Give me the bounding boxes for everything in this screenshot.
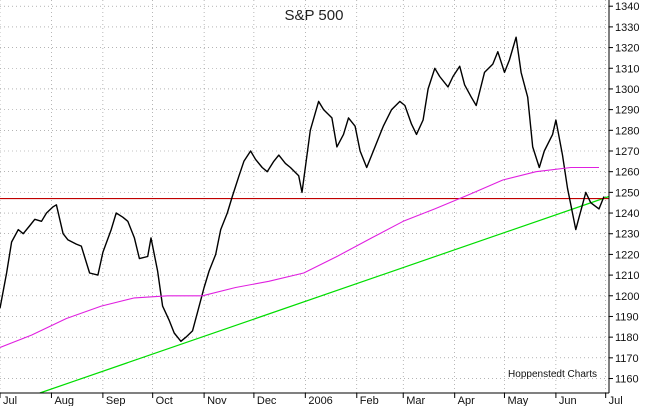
y-axis-ticks: 1160 1170 1180 1190 1200 1210 1220 1230 1240 1250…	[609, 1, 639, 386]
plot-area	[0, 36, 610, 394]
x-tick-label: Mar	[406, 395, 425, 406]
y-tick-label: 1270	[615, 146, 639, 158]
x-tick-label: Apr	[458, 395, 475, 406]
x-tick-label: Oct	[156, 395, 173, 406]
x-tick-label: Nov	[207, 395, 227, 406]
x-tick-label: Sep	[106, 395, 126, 406]
y-tick-label: 1300	[615, 84, 639, 96]
chart-credit: Hoppenstedt Charts	[508, 369, 597, 380]
x-tick-label: May	[507, 395, 528, 406]
y-tick-label: 1210	[615, 270, 639, 282]
x-tick-label: Jul	[609, 395, 623, 406]
x-tick-label: Feb	[360, 395, 379, 406]
y-tick-label: 1160	[615, 374, 639, 386]
x-axis-ticks: Jul Aug Sep Oct Nov Dec 2006 Feb Mar Apr May Jun Jul	[0, 393, 623, 406]
y-tick-label: 1170	[615, 353, 639, 365]
y-tick-label: 1310	[615, 63, 639, 75]
x-tick-label: Dec	[257, 395, 277, 406]
y-tick-label: 1200	[615, 291, 639, 303]
y-tick-label: 1340	[615, 1, 639, 13]
x-tick-label: Aug	[54, 395, 74, 406]
chart-title: S&P 500	[285, 7, 344, 24]
y-tick-label: 1240	[615, 208, 639, 220]
x-tick-label: 2006	[308, 395, 332, 406]
y-tick-label: 1290	[615, 105, 639, 117]
y-tick-label: 1330	[615, 22, 639, 34]
y-tick-label: 1180	[615, 332, 639, 344]
y-tick-label: 1320	[615, 43, 639, 55]
y-tick-label: 1280	[615, 125, 639, 137]
x-tick-label: Jun	[559, 395, 577, 406]
y-tick-label: 1220	[615, 249, 639, 261]
price-series-line	[0, 36, 605, 342]
y-tick-label: 1230	[615, 229, 639, 241]
chart-grid	[0, 0, 609, 393]
trend-line	[39, 195, 610, 394]
x-tick-label: Jul	[3, 395, 17, 406]
y-tick-label: 1250	[615, 187, 639, 199]
moving-average-line	[0, 166, 599, 349]
y-tick-label: 1260	[615, 167, 639, 179]
y-tick-label: 1190	[615, 311, 639, 323]
